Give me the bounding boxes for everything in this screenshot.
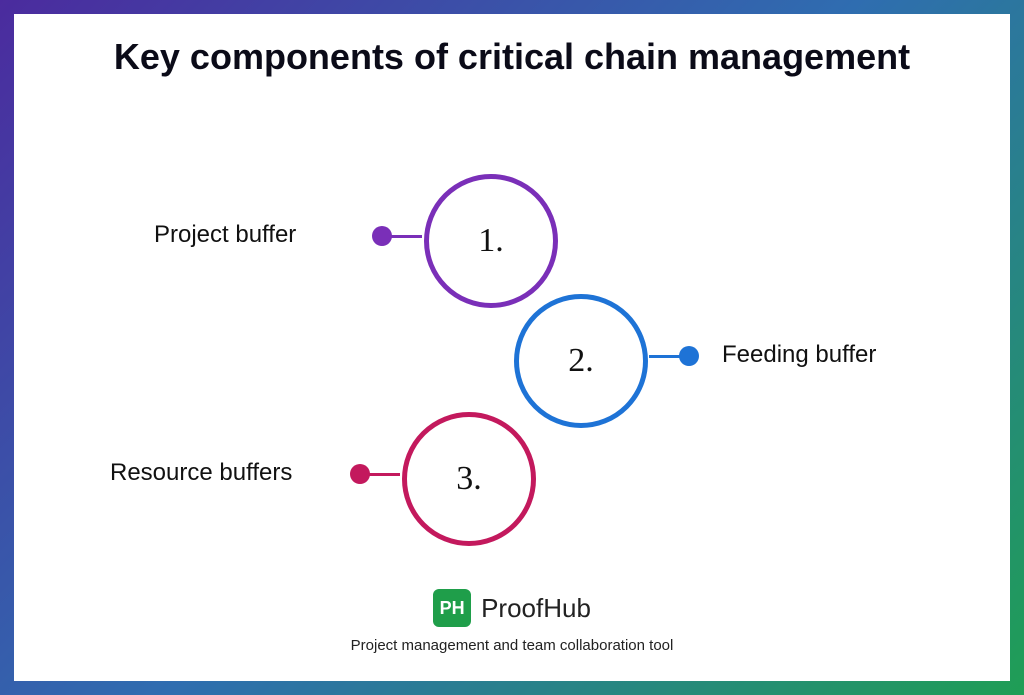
component-circle-1: 1. [424, 174, 558, 308]
brand: PH ProofHub [433, 589, 591, 627]
component-circle-3: 3. [402, 412, 536, 546]
footer: PH ProofHub Project management and team … [14, 589, 1010, 654]
component-number-1: 1. [478, 222, 504, 260]
brand-logo-icon: PH [433, 589, 471, 627]
component-circle-2: 2. [514, 294, 648, 428]
component-label-1: Project buffer [154, 221, 296, 249]
component-number-2: 2. [568, 342, 594, 380]
connector-dot-3 [350, 464, 370, 484]
diagram-area: 1. Project buffer 2. Feeding buffer 3. Resour… [14, 14, 1010, 681]
canvas: Key components of critical chain managem… [14, 14, 1010, 681]
component-label-3: Resource buffers [110, 459, 292, 487]
brand-name: ProofHub [481, 593, 591, 624]
connector-dot-1 [372, 226, 392, 246]
connector-dot-2 [679, 346, 699, 366]
brand-tagline: Project management and team collaboratio… [14, 637, 1010, 654]
gradient-frame: Key components of critical chain managem… [0, 0, 1024, 695]
component-number-3: 3. [456, 460, 482, 498]
component-label-2: Feeding buffer [722, 341, 876, 369]
